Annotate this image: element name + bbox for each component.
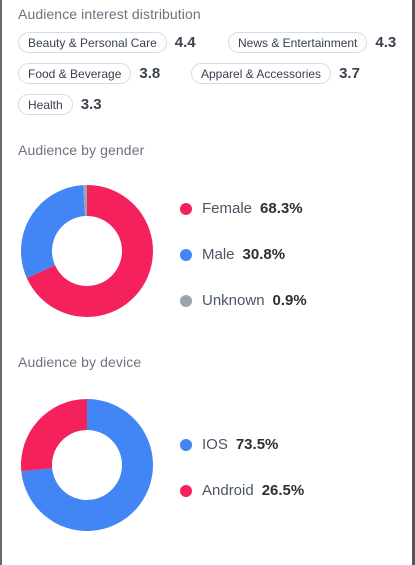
interest-title: Audience interest distribution xyxy=(18,6,201,22)
tag-score: 3.8 xyxy=(139,65,161,82)
legend-label: Female xyxy=(202,200,253,217)
slice-unknown xyxy=(83,185,87,217)
legend-value: 68.3% xyxy=(260,200,303,217)
slice-ios xyxy=(21,399,153,531)
slice-female xyxy=(26,185,153,317)
right-scrollbar[interactable] xyxy=(412,0,415,565)
legend-label: Male xyxy=(202,246,235,263)
interest-tag-food: Food & Beverage 3.8 xyxy=(18,63,160,84)
device-donut-chart xyxy=(20,399,153,531)
interest-tag-news: News & Entertainment 4.3 xyxy=(228,32,396,53)
legend-item-ios: IOS 73.5% xyxy=(180,436,278,453)
tag-label: Apparel & Accessories xyxy=(191,63,332,84)
slice-android xyxy=(20,399,87,472)
legend-label: Android xyxy=(202,482,254,499)
legend-item-android: Android 26.5% xyxy=(180,482,304,499)
tag-score: 4.3 xyxy=(375,34,397,51)
female-dot-icon xyxy=(180,202,192,215)
interest-tag-beauty: Beauty & Personal Care 4.4 xyxy=(18,32,196,53)
legend-value: 30.8% xyxy=(242,246,286,263)
legend-item-female: Female 68.3% xyxy=(180,200,303,217)
unknown-dot-icon xyxy=(180,294,192,307)
tag-label: Health xyxy=(18,94,73,115)
legend-value: 26.5% xyxy=(261,482,305,499)
interest-tag-health: Health 3.3 xyxy=(18,94,102,115)
android-dot-icon xyxy=(180,484,192,497)
gender-donut-chart xyxy=(20,185,153,317)
device-title: Audience by device xyxy=(18,354,142,370)
tag-label: Beauty & Personal Care xyxy=(18,32,167,53)
tag-label: Food & Beverage xyxy=(18,63,132,84)
left-border xyxy=(0,0,2,565)
slice-male xyxy=(20,185,86,278)
tag-score: 3.3 xyxy=(80,96,102,113)
legend-label: Unknown xyxy=(202,292,265,309)
legend-item-unknown: Unknown 0.9% xyxy=(180,292,307,309)
legend-value: 73.5% xyxy=(235,436,279,453)
interest-tag-apparel: Apparel & Accessories 3.7 xyxy=(191,63,360,84)
tag-score: 4.4 xyxy=(174,34,196,51)
male-dot-icon xyxy=(180,248,192,261)
gender-title: Audience by gender xyxy=(18,142,145,158)
tag-label: News & Entertainment xyxy=(228,32,368,53)
tag-score: 3.7 xyxy=(339,65,360,82)
legend-value: 0.9% xyxy=(272,292,307,309)
ios-dot-icon xyxy=(180,438,192,451)
legend-item-male: Male 30.8% xyxy=(180,246,285,263)
legend-label: IOS xyxy=(202,436,228,453)
